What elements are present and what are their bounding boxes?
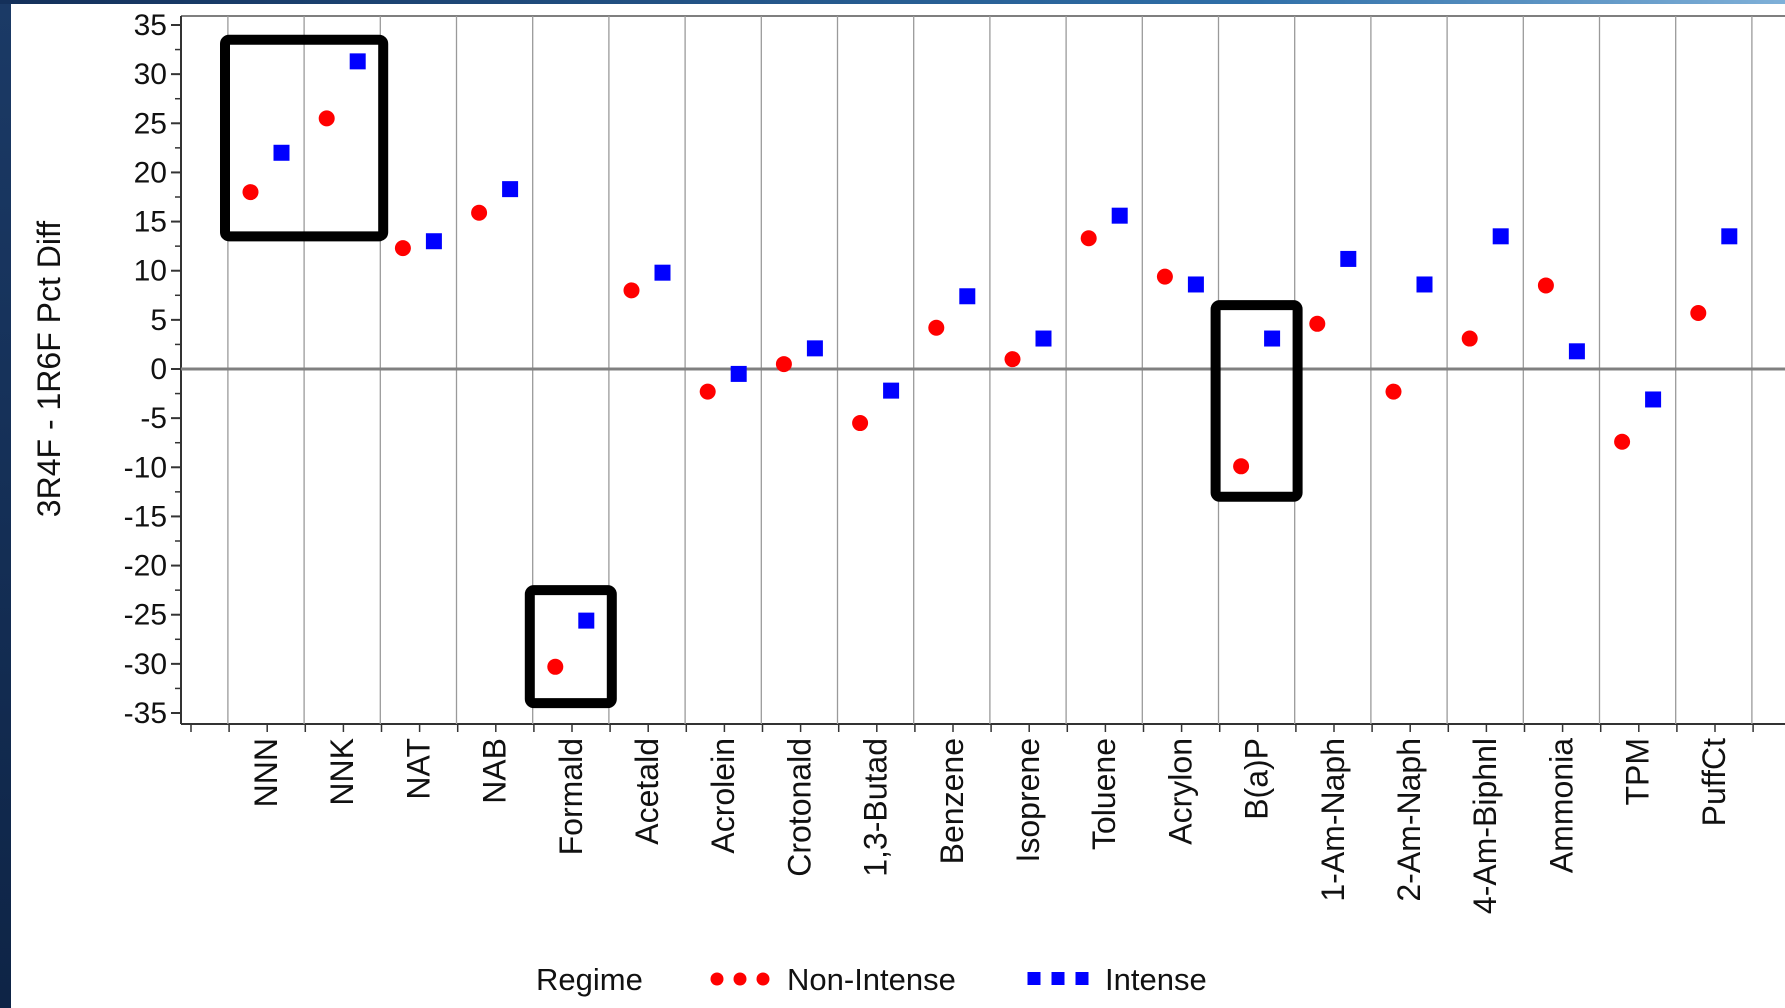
x-axis: NNN NNK NAT NAB Formald Acetald Acrolein Croton…: [190, 724, 1754, 914]
category-label: NNK: [324, 738, 360, 806]
highlight-box: [524, 585, 617, 709]
y-axis: 35 30 25 20 15 10 5 0 -5 -10 -15 -20 -25 -30 -35: [124, 9, 181, 730]
legend-marker-square: [1051, 972, 1065, 985]
category-label: Acetald: [629, 738, 665, 845]
point-non-intense: [1385, 383, 1402, 400]
category-label: 1-Am-Naph: [1315, 738, 1351, 902]
category-label: 2-Am-Naph: [1391, 738, 1427, 902]
y-tick-label: 15: [134, 206, 167, 239]
point-intense: [654, 264, 671, 281]
point-intense: [1187, 276, 1204, 293]
point-non-intense: [547, 658, 564, 675]
y-tick-label: 30: [134, 58, 167, 91]
point-intense: [1721, 228, 1738, 245]
y-tick-label: -10: [124, 451, 167, 484]
category-label: Formald: [553, 738, 589, 855]
point-non-intense: [928, 319, 945, 336]
y-tick-label: 25: [134, 107, 167, 140]
legend-label-non-intense: Non-Intense: [787, 962, 956, 997]
point-intense: [1416, 276, 1433, 293]
category-label: NAB: [477, 738, 513, 804]
y-tick-label: -25: [124, 599, 167, 632]
category-label: TPM: [1620, 738, 1656, 806]
point-non-intense: [852, 415, 869, 432]
category-label: Toluene: [1086, 738, 1122, 850]
point-intense: [502, 181, 519, 198]
legend-marker-circle: [710, 972, 724, 986]
legend-label-intense: Intense: [1105, 962, 1207, 997]
point-intense: [425, 233, 442, 250]
point-non-intense: [1309, 315, 1326, 332]
point-intense: [578, 612, 595, 629]
point-non-intense: [242, 184, 259, 201]
highlight-boxes: [220, 34, 1303, 709]
point-intense: [883, 382, 900, 399]
point-intense: [273, 144, 290, 161]
point-intense: [1264, 330, 1281, 347]
category-label: B(a)P: [1239, 738, 1275, 820]
y-tick-label: 5: [150, 304, 167, 337]
top-frame-bar: [0, 0, 1785, 4]
point-non-intense: [1461, 330, 1478, 347]
point-non-intense: [1614, 433, 1631, 450]
point-non-intense: [471, 204, 488, 221]
point-non-intense: [775, 356, 792, 373]
point-intense: [730, 365, 747, 382]
left-frame-bar: [0, 0, 11, 1008]
point-intense: [1568, 343, 1585, 360]
legend-marker-circle: [733, 972, 747, 986]
point-non-intense: [1080, 230, 1097, 247]
point-intense: [1035, 330, 1052, 347]
y-tick-label: -15: [124, 500, 167, 533]
y-tick-label: 0: [150, 353, 167, 386]
y-tick-label: 20: [134, 156, 167, 189]
y-tick-label: -20: [124, 550, 167, 583]
point-intense: [1645, 391, 1662, 408]
y-tick-label: 10: [134, 255, 167, 288]
point-non-intense: [1537, 277, 1554, 294]
category-label: NAT: [400, 738, 436, 800]
legend: Regime Non-Intense Intense: [536, 962, 1207, 997]
data-points: [242, 53, 1738, 675]
legend-title: Regime: [536, 962, 643, 997]
category-label: 1,3-Butad: [858, 738, 894, 877]
point-intense: [349, 53, 366, 70]
point-non-intense: [1004, 351, 1021, 368]
point-intense: [1492, 228, 1509, 245]
point-non-intense: [1233, 458, 1250, 475]
y-tick-label: 35: [134, 9, 167, 42]
legend-marker-square: [1027, 972, 1041, 985]
category-label: NNN: [248, 738, 284, 807]
category-label: Benzene: [934, 738, 970, 864]
point-non-intense: [318, 110, 335, 127]
legend-marker-square: [1075, 972, 1089, 985]
category-label: 4-Am-Biphnl: [1467, 738, 1503, 914]
point-non-intense: [1156, 268, 1173, 285]
point-non-intense: [394, 240, 411, 257]
y-tick-label: -35: [124, 697, 167, 730]
point-non-intense: [699, 383, 716, 400]
y-tick-label: -5: [140, 402, 167, 435]
legend-marker-circle: [756, 972, 770, 986]
point-non-intense: [623, 282, 640, 299]
point-intense: [1111, 207, 1128, 224]
category-label: PuffCt: [1696, 738, 1732, 826]
category-label: Crotonald: [781, 738, 817, 877]
legend-item-non-intense: Non-Intense: [710, 962, 956, 997]
y-axis-title: 3R4F - 1R6F Pct Diff: [31, 221, 67, 517]
category-label: Acrolein: [705, 738, 741, 854]
point-non-intense: [1690, 304, 1707, 321]
category-label: Isoprene: [1010, 738, 1046, 863]
point-intense: [959, 288, 976, 305]
y-tick-label: -30: [124, 648, 167, 681]
highlight-box: [220, 34, 389, 242]
highlight-box: [1210, 300, 1303, 502]
category-label: Acrylon: [1162, 738, 1198, 845]
category-label: Ammonia: [1543, 738, 1579, 873]
legend-item-intense: Intense: [1027, 962, 1207, 997]
point-intense: [1340, 250, 1357, 267]
point-intense: [806, 340, 823, 357]
